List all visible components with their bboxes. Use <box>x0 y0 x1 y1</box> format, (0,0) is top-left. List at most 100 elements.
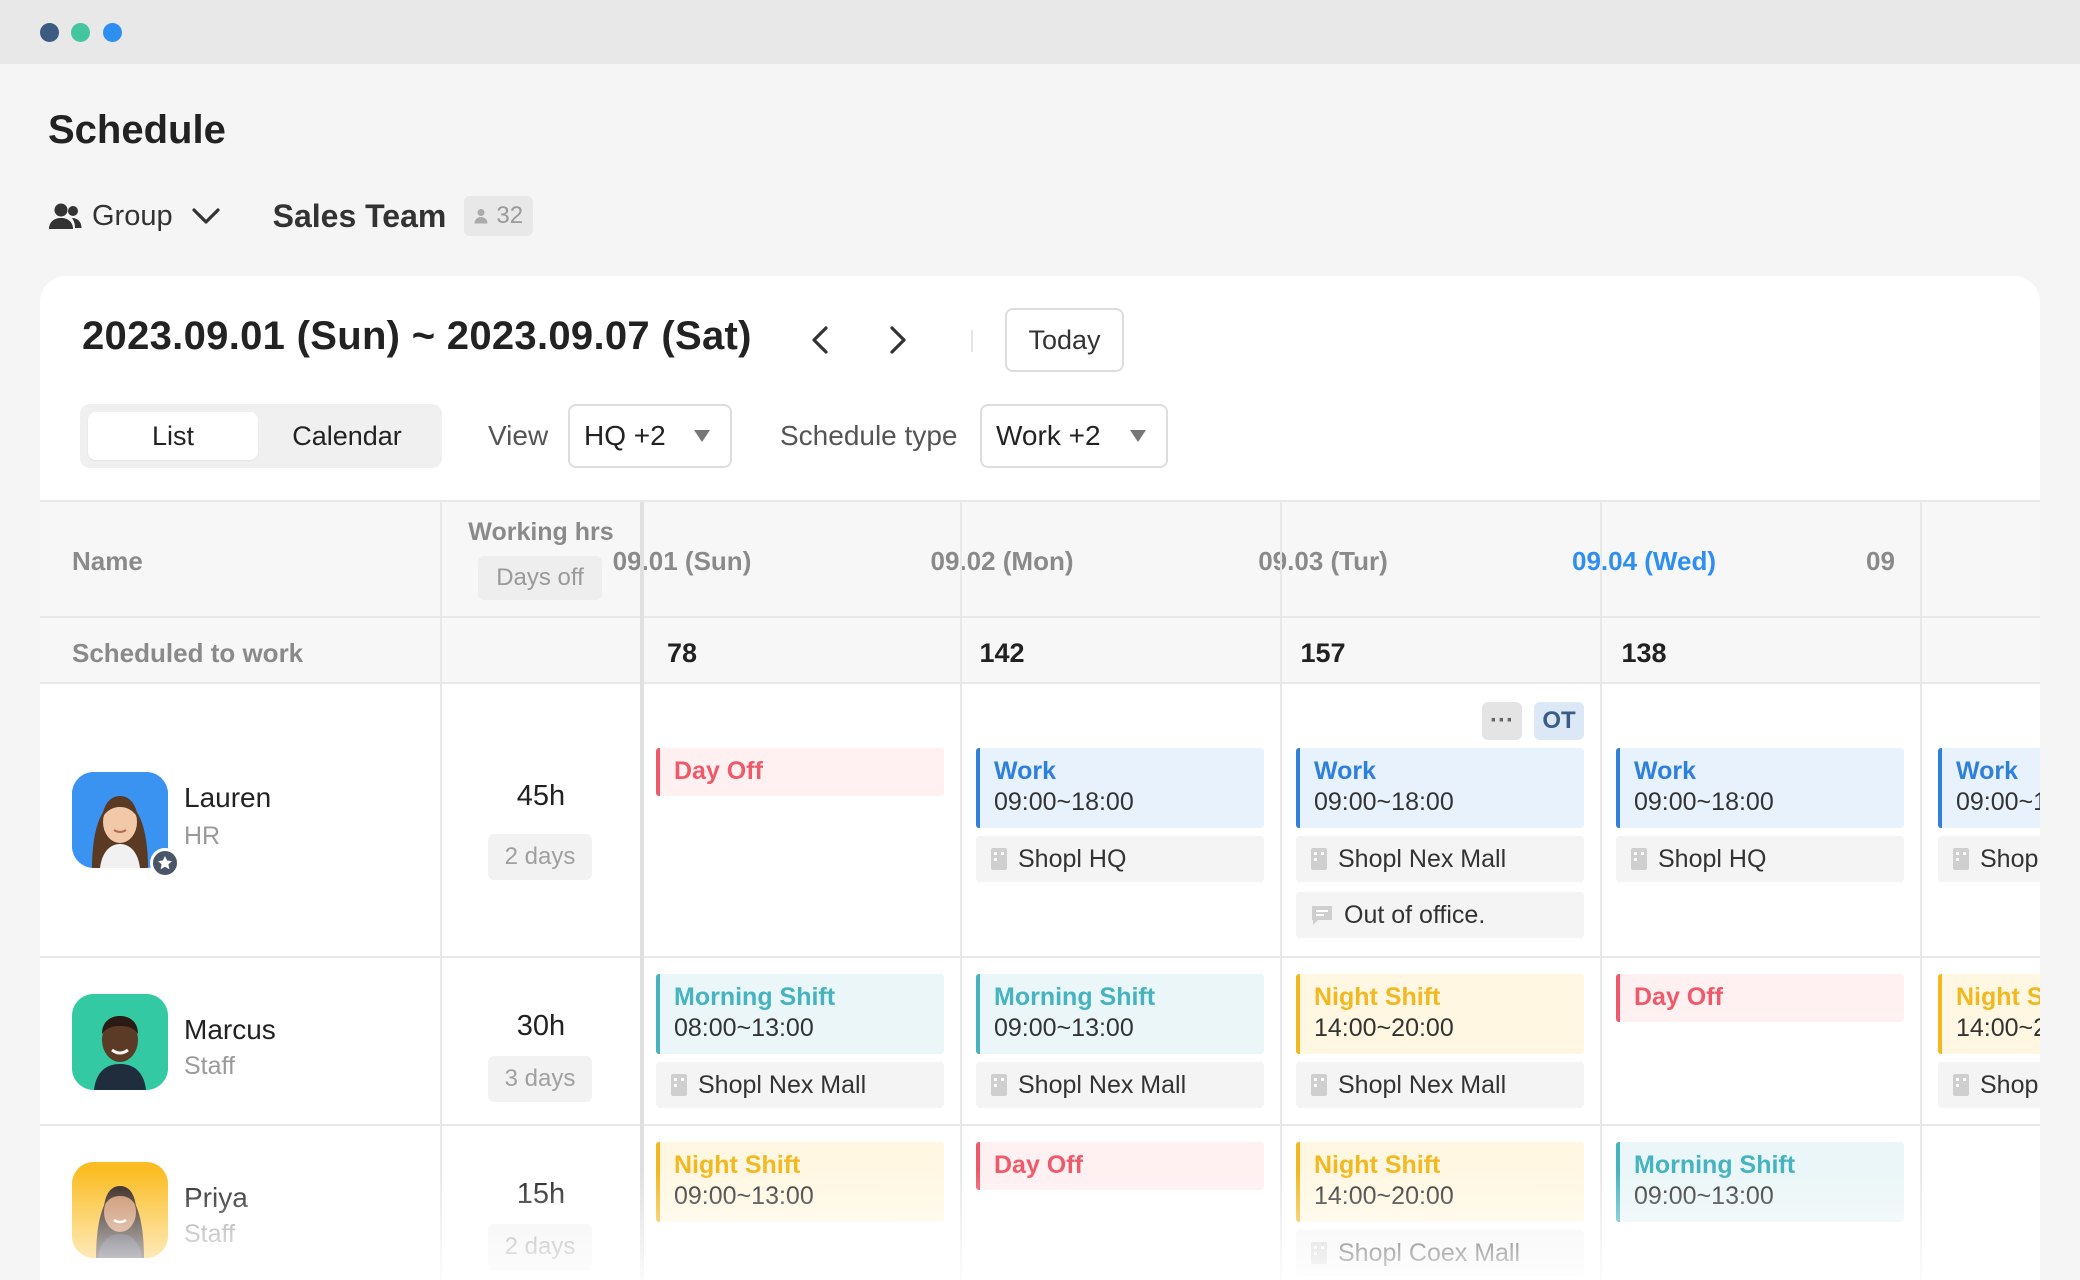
column-divider <box>1920 502 1922 1280</box>
comment-icon <box>1312 906 1332 925</box>
window-maximize-dot[interactable] <box>103 23 122 42</box>
schedule-type-label: Schedule type <box>780 420 958 451</box>
shift-time: 09:00~18:00 <box>1314 788 1454 816</box>
today-button[interactable]: Today <box>1005 308 1124 372</box>
schedule-grid: Name Working hrs Days off 09.01 (Sun) 09… <box>40 500 2040 1280</box>
building-icon <box>1311 848 1327 870</box>
shift-time: 09:00~1 <box>1956 788 2040 816</box>
shift-card-dayoff[interactable]: Day Off <box>656 748 944 796</box>
location-tag[interactable]: Shopl Nex Mall <box>1296 1062 1584 1108</box>
schedule-type-value: Work +2 <box>996 420 1101 451</box>
location-tag[interactable]: Shopl HQ <box>1616 836 1904 882</box>
shift-title: Morning Shift <box>994 983 1156 1011</box>
days-off-value: 2 days <box>488 834 592 880</box>
previous-week-button[interactable] <box>802 322 838 358</box>
member-count-badge: 32 <box>464 196 534 236</box>
person-icon <box>474 209 488 224</box>
location-name: Shop <box>1980 1070 2039 1099</box>
day-header-0[interactable]: 09.01 (Sun) <box>612 546 752 576</box>
location-tag[interactable]: Shopl HQ <box>976 836 1264 882</box>
shift-title: Work <box>1956 757 2019 785</box>
day-header-2[interactable]: 09.03 (Tur) <box>1258 546 1388 576</box>
shift-card-night[interactable]: Night Shift 09:00~13:00 <box>656 1142 944 1222</box>
table-row-priya[interactable]: Priya Staff 15h 2 days Night Shift 09:00… <box>40 1126 2040 1280</box>
name-column-header: Name <box>72 546 143 576</box>
view-filter-label: View <box>488 420 549 451</box>
shift-title: Night Shift <box>674 1151 801 1179</box>
day-header-1[interactable]: 09.02 (Mon) <box>930 546 1074 576</box>
view-mode-toggle: List Calendar <box>80 404 442 468</box>
tab-calendar[interactable]: Calendar <box>292 420 402 451</box>
location-tag[interactable]: Shopl Nex Mall <box>656 1062 944 1108</box>
working-hours-value: 30h <box>516 1010 566 1042</box>
shift-title: Day Off <box>1634 983 1723 1011</box>
group-dropdown-label[interactable]: Group <box>92 199 173 232</box>
column-divider <box>440 502 442 1280</box>
location-tag[interactable]: Shop <box>1938 1062 2040 1108</box>
column-divider <box>960 502 962 1280</box>
shift-card-morning[interactable]: Morning Shift 09:00~13:00 <box>976 974 1264 1054</box>
building-icon <box>991 1074 1007 1096</box>
avatar <box>72 994 168 1090</box>
working-hours-value: 45h <box>516 780 566 812</box>
date-range-title: 2023.09.01 (Sun) ~ 2023.09.07 (Sat) <box>82 314 752 358</box>
star-icon <box>150 848 180 878</box>
note-tag[interactable]: Out of office. <box>1296 892 1584 938</box>
building-icon <box>1311 1242 1327 1264</box>
window-close-dot[interactable] <box>40 23 59 42</box>
member-count: 32 <box>496 202 524 229</box>
shift-card-work[interactable]: Work 09:00~18:00 <box>1296 748 1584 828</box>
shift-time: 14:00~20:00 <box>1314 1182 1454 1210</box>
view-filter-select[interactable]: HQ +2 <box>568 404 732 468</box>
chevron-right-icon <box>890 326 906 354</box>
next-week-button[interactable] <box>880 322 916 358</box>
building-icon <box>1631 848 1647 870</box>
schedule-type-select[interactable]: Work +2 <box>980 404 1168 468</box>
location-name: Shopl Nex Mall <box>1018 1070 1187 1099</box>
location-name: Shopl Nex Mall <box>698 1070 867 1099</box>
shift-card-work[interactable]: Work 09:00~18:00 <box>1616 748 1904 828</box>
building-icon <box>1953 1074 1969 1096</box>
shift-time: 14:00~20:00 <box>1314 1014 1454 1042</box>
person-role: HR <box>184 822 221 850</box>
location-name: Shopl HQ <box>1018 844 1127 873</box>
working-hours-value: 15h <box>516 1178 566 1210</box>
day-header-4[interactable]: 09 <box>1866 546 1895 576</box>
table-row-lauren[interactable]: Lauren HR 45h 2 days Day Off Work 09:00~… <box>40 684 2040 958</box>
day-header-3-today[interactable]: 09.04 (Wed) <box>1571 546 1716 576</box>
shift-card-night[interactable]: Night Shift 14:00~20:00 <box>1296 1142 1584 1222</box>
overtime-badge[interactable]: OT <box>1534 702 1584 740</box>
scheduled-count: 142 <box>979 638 1025 668</box>
shift-title: Night Sh <box>1956 983 2040 1011</box>
person-name: Priya <box>184 1182 248 1213</box>
shift-card-work[interactable]: Work 09:00~1 <box>1938 748 2040 828</box>
chevron-down-icon[interactable] <box>191 206 221 226</box>
shift-title: Work <box>994 757 1057 785</box>
location-tag[interactable]: Shop <box>1938 836 2040 882</box>
location-name: Shopl Nex Mall <box>1338 844 1507 873</box>
window-minimize-dot[interactable] <box>71 23 90 42</box>
more-options-badge[interactable]: ··· <box>1482 702 1522 740</box>
shift-time: 08:00~13:00 <box>674 1014 814 1042</box>
days-off-header: Days off <box>478 556 602 600</box>
shift-card-morning[interactable]: Morning Shift 08:00~13:00 <box>656 974 944 1054</box>
tab-list[interactable]: List <box>88 412 258 460</box>
shift-card-morning[interactable]: Morning Shift 09:00~13:00 <box>1616 1142 1904 1222</box>
location-tag[interactable]: Shopl Nex Mall <box>976 1062 1264 1108</box>
view-filter-value: HQ +2 <box>584 420 666 451</box>
scheduled-count: 138 <box>1621 638 1667 668</box>
shift-card-work[interactable]: Work 09:00~18:00 <box>976 748 1264 828</box>
shift-time: 14:00~2 <box>1956 1014 2040 1042</box>
location-tag[interactable]: Shopl Nex Mall <box>1296 836 1584 882</box>
shift-card-dayoff[interactable]: Day Off <box>976 1142 1264 1190</box>
table-row-marcus[interactable]: Marcus Staff 30h 3 days Morning Shift 08… <box>40 958 2040 1126</box>
working-hours-header: Working hrs <box>468 518 614 546</box>
shift-card-night[interactable]: Night Shift 14:00~20:00 <box>1296 974 1584 1054</box>
schedule-card: 2023.09.01 (Sun) ~ 2023.09.07 (Sat) Toda… <box>40 276 2040 1280</box>
location-tag[interactable]: Shopl Coex Mall <box>1296 1230 1584 1276</box>
team-name: Sales Team <box>272 197 447 234</box>
page-title: Schedule <box>48 108 226 152</box>
shift-card-dayoff[interactable]: Day Off <box>1616 974 1904 1022</box>
shift-card-night[interactable]: Night Sh 14:00~2 <box>1938 974 2040 1054</box>
building-icon <box>1953 848 1969 870</box>
